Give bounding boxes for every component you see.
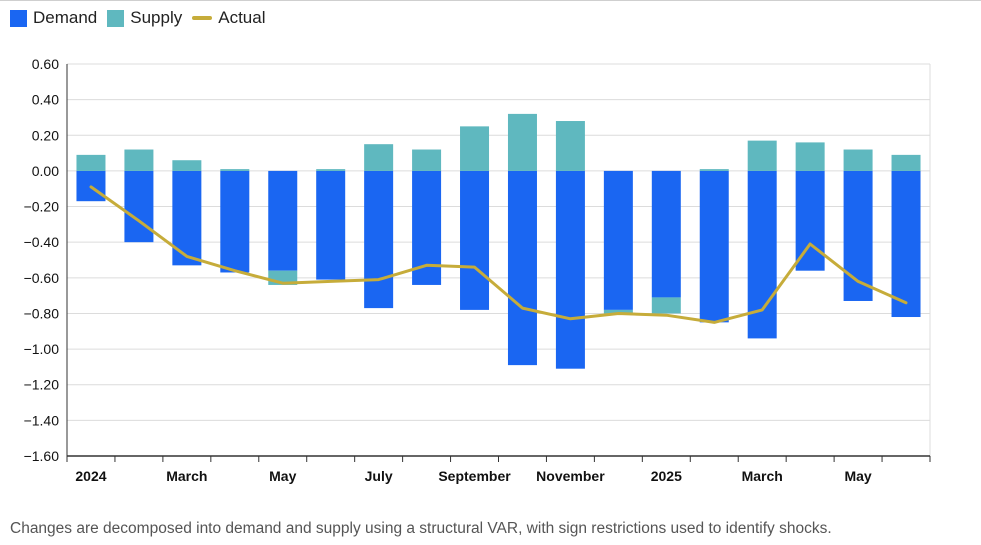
supply-bar xyxy=(364,144,394,171)
demand-bar xyxy=(364,170,394,309)
x-tick-label: 2024 xyxy=(75,468,106,484)
x-tick-label: May xyxy=(269,468,296,484)
x-tick-label: May xyxy=(844,468,871,484)
supply-bar xyxy=(507,113,537,171)
x-tick-label: November xyxy=(536,468,605,484)
legend-label-supply: Supply xyxy=(130,8,183,27)
supply-bar xyxy=(124,149,154,171)
y-tick-label: 0.60 xyxy=(32,56,59,72)
actual-line xyxy=(89,185,908,324)
chart-legend: Demand Supply Actual xyxy=(10,8,266,28)
legend-label-actual: Actual xyxy=(218,8,266,27)
supply-bar xyxy=(220,169,250,171)
demand-bar xyxy=(172,170,202,266)
bars xyxy=(76,113,921,369)
y-tick-label: −0.80 xyxy=(24,305,60,321)
supply-bar xyxy=(316,169,346,171)
y-tick-label: 0.00 xyxy=(32,163,59,179)
demand-bar xyxy=(555,170,585,369)
supply-bar xyxy=(699,169,729,171)
demand-bar xyxy=(460,170,490,310)
y-tick-label: −1.00 xyxy=(24,341,60,357)
supply-bar xyxy=(412,149,442,171)
demand-bar xyxy=(795,170,825,271)
axes: 0.60 0.40 0.20 0.00 −0.20 −0.40 −0.60 −0.80 −1.0… xyxy=(24,56,931,484)
demand-bar xyxy=(843,170,873,301)
supply-bar xyxy=(891,154,921,171)
legend-swatch-actual xyxy=(192,16,213,20)
supply-bar xyxy=(603,309,633,314)
y-tick-label: −0.40 xyxy=(24,234,60,250)
x-tick-label: September xyxy=(438,468,511,484)
x-tick-label: July xyxy=(365,468,393,484)
supply-bar xyxy=(747,140,777,171)
supply-bar xyxy=(555,121,585,171)
demand-bar xyxy=(507,170,537,366)
supply-bar xyxy=(76,154,106,171)
legend-label-demand: Demand xyxy=(33,8,98,27)
legend-swatch-demand xyxy=(10,9,27,27)
demand-bar xyxy=(316,170,346,280)
top-rule xyxy=(0,0,981,1)
y-tick-label: −0.20 xyxy=(24,199,60,215)
x-tick-label: March xyxy=(742,468,783,484)
legend-item-actual: Actual xyxy=(192,8,266,28)
demand-bar xyxy=(220,170,250,273)
y-tick-label: −1.40 xyxy=(24,412,60,428)
y-tick-label: 0.20 xyxy=(32,127,59,143)
demand-bar xyxy=(603,170,633,310)
x-tick-label: 2025 xyxy=(651,468,682,484)
legend-swatch-supply xyxy=(107,9,125,27)
y-tick-label: 0.40 xyxy=(32,92,59,108)
stacked-bar-chart: 0.60 0.40 0.20 0.00 −0.20 −0.40 −0.60 −0.80 −1.0… xyxy=(24,56,931,484)
supply-bar xyxy=(843,149,873,171)
demand-bar xyxy=(124,170,154,243)
legend-item-demand: Demand xyxy=(10,8,97,28)
supply-bar xyxy=(172,160,202,171)
chart-caption: Changes are decomposed into demand and s… xyxy=(10,520,832,537)
y-tick-label: −1.60 xyxy=(24,448,60,464)
supply-bar xyxy=(460,126,490,171)
x-tick-label: March xyxy=(166,468,207,484)
legend-item-supply: Supply xyxy=(107,8,182,28)
y-tick-label: −1.20 xyxy=(24,377,60,393)
demand-bar xyxy=(651,170,681,298)
demand-bar xyxy=(699,170,729,323)
y-tick-label: −0.60 xyxy=(24,270,60,286)
demand-bar xyxy=(268,170,298,271)
demand-bar xyxy=(891,170,921,318)
actual-line-layer xyxy=(89,185,908,324)
supply-bar xyxy=(795,142,825,171)
supply-bar xyxy=(651,297,681,314)
